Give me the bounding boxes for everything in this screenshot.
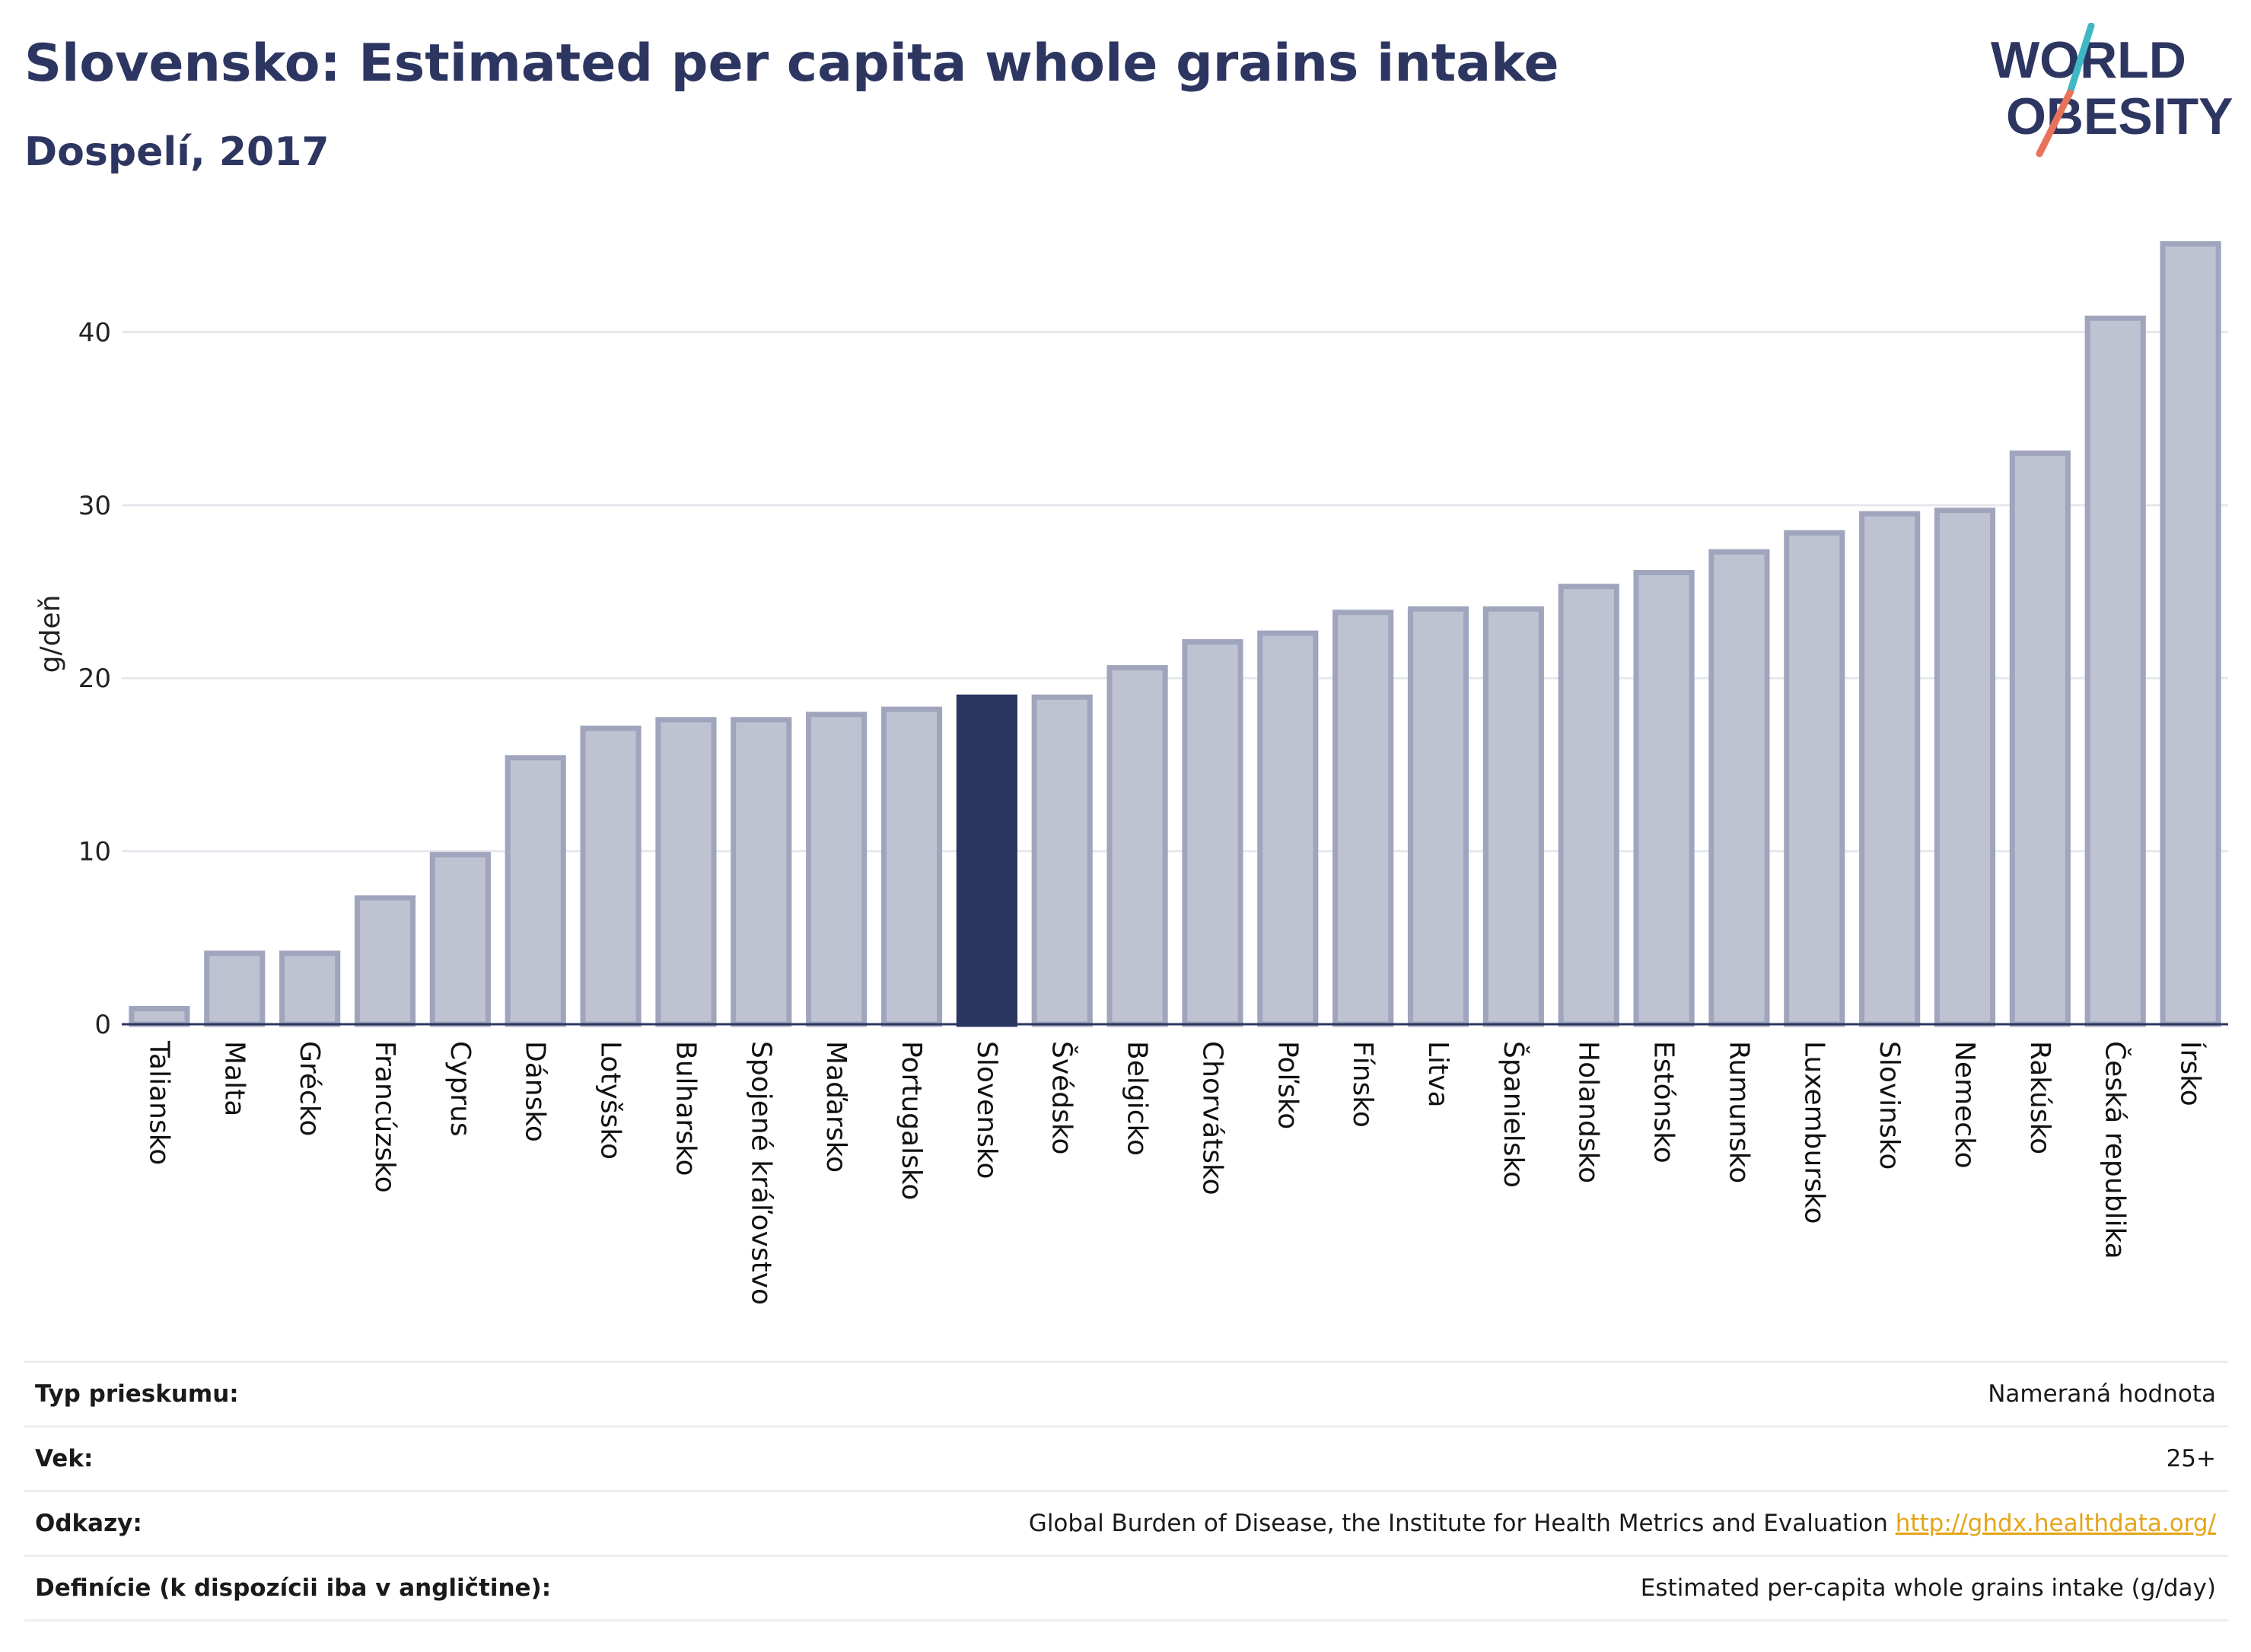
bar-lotyšsko[interactable]: [580, 725, 642, 1027]
bar-taliansko[interactable]: [129, 1006, 190, 1027]
bar-maďarsko[interactable]: [806, 711, 868, 1027]
bar-portugalsko[interactable]: [880, 706, 943, 1027]
logo-slash-coral: [2036, 89, 2074, 158]
bar-litva[interactable]: [1407, 606, 1469, 1027]
info-value: Global Burden of Disease, the Institute …: [1028, 1510, 1888, 1537]
bar-luxembursko[interactable]: [1784, 530, 1845, 1027]
bar-rakúsko[interactable]: [2009, 450, 2071, 1027]
logo-slash-teal: [2066, 23, 2095, 97]
info-table: Typ prieskumu: Nameraná hodnota Vek: 25+…: [24, 1361, 2228, 1622]
bar-grécko[interactable]: [279, 950, 341, 1027]
bar-francúzsko[interactable]: [354, 895, 416, 1027]
bar-poľsko[interactable]: [1257, 630, 1319, 1027]
chart-title: Slovensko: Estimated per capita whole gr…: [24, 33, 1559, 94]
x-tick-label: Luxembursko: [1798, 1041, 1829, 1224]
info-label: Definície (k dispozícii iba v angličtine…: [35, 1574, 552, 1602]
bar-česká-republika[interactable]: [2084, 315, 2146, 1027]
x-tick-label: Litva: [1422, 1041, 1453, 1108]
bar-chorvátsko[interactable]: [1182, 638, 1243, 1027]
reference-link[interactable]: http://ghdx.healthdata.org/: [1895, 1510, 2216, 1537]
bar-belgicko[interactable]: [1106, 665, 1168, 1027]
bar-rumunsko[interactable]: [1708, 549, 1770, 1027]
x-tick-label: Slovinsko: [1874, 1041, 1905, 1170]
x-tick-label: Nemecko: [1949, 1041, 1980, 1169]
x-tick-label: Cyprus: [444, 1041, 476, 1137]
info-label: Typ prieskumu:: [35, 1380, 239, 1408]
info-label: Odkazy:: [35, 1510, 142, 1537]
x-tick-label: Holandsko: [1573, 1041, 1604, 1183]
x-tick-label: Taliansko: [143, 1040, 174, 1165]
x-tick-label: Španielsko: [1498, 1041, 1530, 1188]
bar-chart: 0 10 20 30 40 g/deň Taliansko Malta Grécko Francú…: [35, 240, 2228, 1305]
y-tick-label: 0: [94, 1010, 111, 1040]
x-tick-label: Fínsko: [1347, 1041, 1378, 1128]
bar-spojené-kráľovstvo[interactable]: [731, 717, 792, 1027]
bar-španielsko[interactable]: [1482, 606, 1544, 1027]
x-tick-label: Lotyšsko: [595, 1041, 626, 1160]
info-row-references: Odkazy: Global Burden of Disease, the In…: [24, 1490, 2228, 1555]
bar-slovinsko[interactable]: [1859, 511, 1921, 1027]
x-tick-label: Chorvátsko: [1196, 1041, 1227, 1195]
bar-cyprus[interactable]: [429, 851, 491, 1027]
x-tick-label: Grécko: [294, 1041, 325, 1136]
x-tick-label: Slovensko: [971, 1041, 1002, 1179]
bar-nemecko[interactable]: [1934, 508, 1996, 1027]
bar-malta[interactable]: [204, 950, 266, 1027]
info-row-definition: Definície (k dispozícii iba v angličtine…: [24, 1555, 2228, 1622]
y-tick-label: 10: [78, 837, 111, 867]
info-value: 25+: [2166, 1445, 2216, 1472]
x-tick-label: Česká republika: [2100, 1041, 2132, 1259]
x-tick-label: Maďarsko: [820, 1041, 852, 1173]
x-tick-label: Estónsko: [1648, 1041, 1679, 1163]
world-obesity-logo: WORLD OBESITY: [1991, 23, 2233, 158]
x-tick-label: Rakúsko: [2024, 1041, 2055, 1154]
x-tick-label: Švédsko: [1046, 1041, 1078, 1155]
x-tick-label: Spojené kráľovstvo: [745, 1041, 776, 1305]
x-tick-label: Francúzsko: [369, 1041, 400, 1193]
bar-dánsko[interactable]: [505, 755, 566, 1027]
y-tick-label: 20: [78, 664, 111, 694]
x-tick-label: Bulharsko: [670, 1041, 701, 1176]
x-tick-label: Poľsko: [1272, 1041, 1303, 1129]
logo-text-obesity: OBESITY: [2006, 88, 2233, 145]
info-label: Vek:: [35, 1445, 94, 1472]
bar-švédsko[interactable]: [1031, 694, 1093, 1027]
x-tick-label: Belgicko: [1122, 1041, 1153, 1156]
bar-fínsko[interactable]: [1332, 610, 1394, 1027]
info-row-survey-type: Typ prieskumu: Nameraná hodnota: [24, 1361, 2228, 1425]
y-axis-title: g/deň: [35, 595, 66, 673]
bar-estónsko[interactable]: [1633, 570, 1695, 1027]
info-value: Nameraná hodnota: [1988, 1380, 2216, 1408]
info-row-age: Vek: 25+: [24, 1425, 2228, 1490]
info-value-wrapper: Global Burden of Disease, the Institute …: [1029, 1510, 2228, 1537]
chart-subtitle: Dospelí, 2017: [24, 129, 330, 175]
y-tick-label: 30: [78, 491, 111, 521]
bar-bulharsko[interactable]: [655, 717, 717, 1027]
x-tick-label: Rumunsko: [1723, 1041, 1754, 1183]
x-tick-label: Portugalsko: [896, 1041, 927, 1200]
x-tick-label: Dánsko: [520, 1041, 551, 1142]
info-value: Estimated per-capita whole grains intake…: [1640, 1574, 2216, 1602]
x-tick-label: Írsko: [2175, 1041, 2207, 1106]
x-tick-label: Malta: [218, 1041, 250, 1116]
bar-írsko[interactable]: [2160, 240, 2221, 1027]
bar-holandsko[interactable]: [1558, 584, 1619, 1027]
y-tick-label: 40: [78, 317, 111, 348]
bar-slovensko[interactable]: [956, 694, 1017, 1027]
